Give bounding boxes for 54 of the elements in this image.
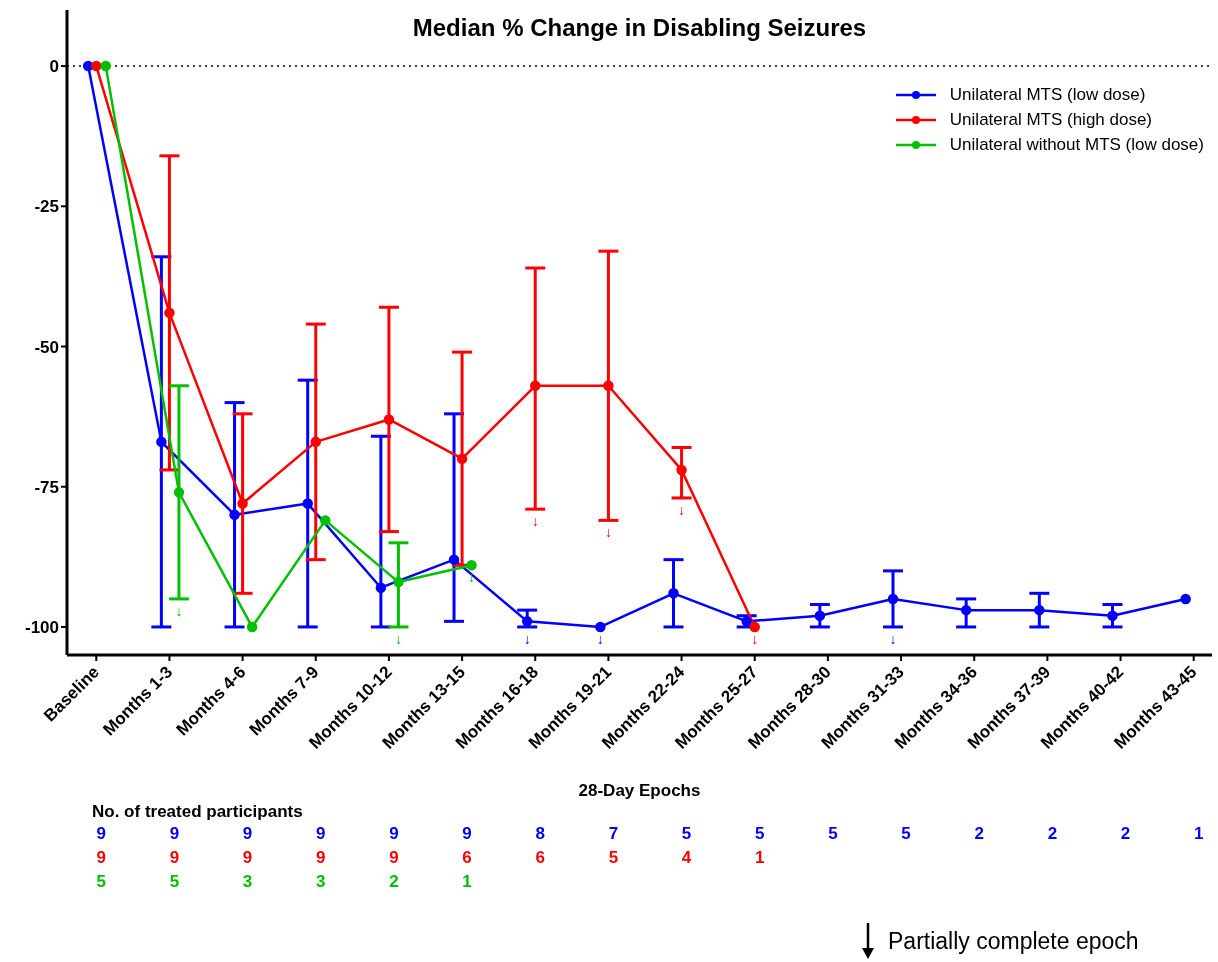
text: 1 xyxy=(461,872,473,892)
text: 2 xyxy=(388,872,400,892)
annotation: ↓ xyxy=(595,629,605,648)
y-tick-label: 0 xyxy=(49,57,59,77)
text: 4 xyxy=(680,848,693,868)
annotation: ↓ xyxy=(174,601,184,620)
text: 2 xyxy=(1119,824,1132,844)
text: 1 xyxy=(754,848,766,868)
text: 5 xyxy=(607,848,620,868)
text: 8 xyxy=(534,824,546,844)
y-tick-label: -25 xyxy=(34,197,59,217)
annotation: ↓ xyxy=(888,629,898,648)
text: 5 xyxy=(168,872,181,892)
text: 9 xyxy=(388,848,400,868)
text: 1 xyxy=(1192,824,1205,844)
text: 9 xyxy=(95,848,107,868)
y-tick-label: -100 xyxy=(24,617,59,637)
text: Partially complete epoch xyxy=(888,927,1139,955)
text: 5 xyxy=(900,824,912,844)
text: 7 xyxy=(607,824,620,844)
text: 9 xyxy=(168,824,181,844)
text: 3 xyxy=(241,872,254,892)
y-tick-label: -75 xyxy=(34,477,59,497)
text: 9 xyxy=(95,824,107,844)
text: 5 xyxy=(95,872,107,892)
text: No. of treated participants xyxy=(92,802,303,822)
x-axis-title: 28-Day Epochs xyxy=(577,781,702,801)
annotation: ↓ xyxy=(522,629,532,648)
text: 9 xyxy=(315,848,327,868)
text: 9 xyxy=(241,848,254,868)
text: 9 xyxy=(241,824,254,844)
annotation: ↓ xyxy=(677,500,687,519)
annotation: ↓ xyxy=(393,629,403,648)
text: 9 xyxy=(388,824,400,844)
text: 5 xyxy=(754,824,766,844)
y-tick-label: -50 xyxy=(34,337,59,357)
text: 5 xyxy=(827,824,839,844)
text: 5 xyxy=(680,824,693,844)
annotation: ↓ xyxy=(467,568,477,587)
text: 6 xyxy=(534,848,546,868)
chart-title: Median % Change in Disabling Seizures xyxy=(411,14,868,42)
annotation: ↓ xyxy=(603,523,613,542)
text: 2 xyxy=(1046,824,1059,844)
text: 9 xyxy=(168,848,181,868)
text: 6 xyxy=(461,848,473,868)
annotation: ↓ xyxy=(750,629,760,648)
legend-label: Unilateral without MTS (low dose) xyxy=(949,134,1204,155)
text: 9 xyxy=(315,824,327,844)
legend-label: Unilateral MTS (low dose) xyxy=(949,84,1146,105)
legend-label: Unilateral MTS (high dose) xyxy=(949,109,1153,130)
text: 9 xyxy=(461,824,473,844)
text: 3 xyxy=(315,872,327,892)
annotation: ↓ xyxy=(530,512,540,531)
text: 2 xyxy=(973,824,985,844)
